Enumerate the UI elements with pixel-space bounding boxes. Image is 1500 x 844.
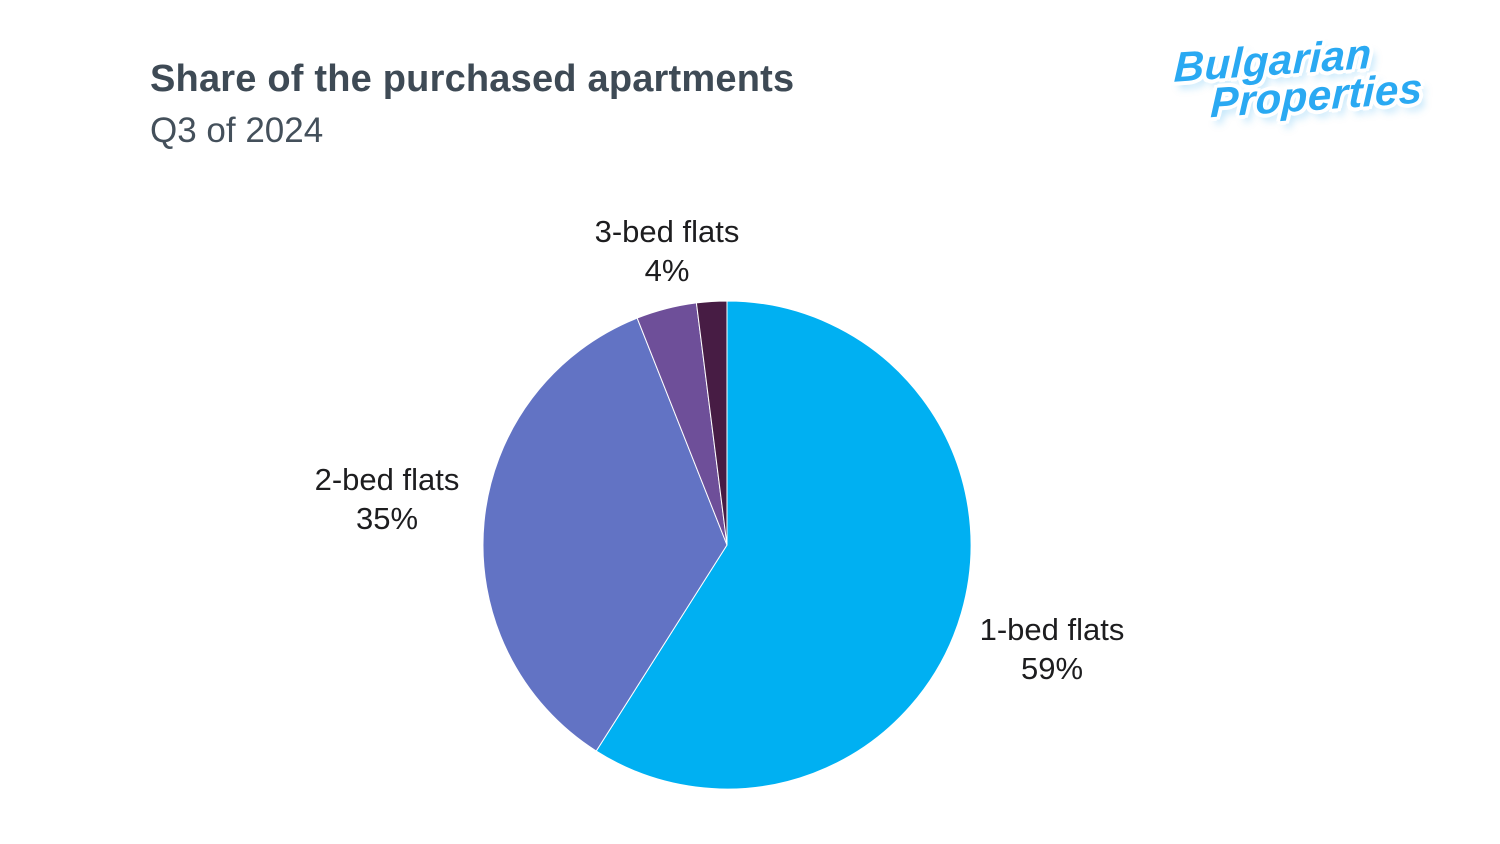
page-title: Share of the purchased apartments bbox=[150, 58, 795, 100]
pie-slice-unlabeled bbox=[695, 300, 728, 546]
slice-label-percent: 35% bbox=[355, 501, 419, 536]
pie-chart bbox=[482, 300, 972, 790]
page-subtitle: Q3 of 2024 bbox=[150, 111, 324, 150]
slice-label-percent: 4% bbox=[644, 253, 690, 288]
pie-slice-2-bed-flats bbox=[482, 317, 728, 752]
slice-label-1-bed-flats: 1-bed flats 59% bbox=[932, 610, 1172, 688]
slice-label-percent: 59% bbox=[1020, 651, 1084, 686]
slice-label-text: 2-bed flats bbox=[314, 462, 460, 497]
header: Share of the purchased apartments Q3 of … bbox=[150, 58, 794, 151]
slice-label-text: 3-bed flats bbox=[594, 214, 740, 249]
slice-label-3-bed-flats: 3-bed flats 4% bbox=[547, 212, 787, 290]
pie-chart-container bbox=[479, 297, 975, 793]
slice-label-2-bed-flats: 2-bed flats 35% bbox=[267, 460, 507, 538]
brand-logo: Bulgarian Properties bbox=[1173, 29, 1425, 127]
slice-label-text: 1-bed flats bbox=[979, 612, 1125, 647]
pie-slice-1-bed-flats bbox=[595, 300, 972, 790]
